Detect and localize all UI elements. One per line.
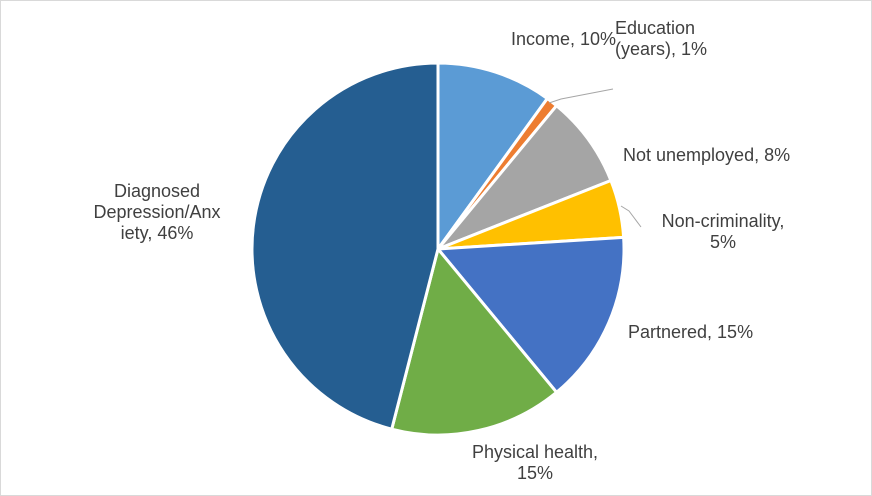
pie-slice	[436, 103, 613, 251]
leader-line	[620, 205, 642, 228]
slice-label-line: Non-criminality,	[662, 211, 785, 231]
slice-label-line: (years), 1%	[615, 39, 707, 59]
slice-label-line: iety, 46%	[121, 223, 194, 243]
slice-data-label: Partnered, 15%	[628, 322, 753, 342]
data-labels: Income, 10%Education (years), 1% Not unemp…	[93, 18, 790, 483]
slice-data-label: Non-criminality, 5%	[662, 211, 785, 252]
slice-label-line: Diagnosed	[114, 181, 200, 201]
slice-label-line: Physical health,	[472, 442, 598, 462]
pie-slice	[436, 61, 550, 254]
slice-data-label: Not unemployed, 8%	[623, 145, 790, 165]
slice-data-label: Education (years), 1%	[615, 18, 707, 59]
slice-label-line: Not unemployed, 8%	[623, 145, 790, 165]
slice-label-line: 15%	[517, 463, 553, 483]
pie-slice	[389, 245, 559, 437]
pie-slice	[250, 61, 440, 431]
slice-data-label: Physical health, 15%	[472, 442, 598, 483]
slice-label-line: Depression/Anx	[93, 202, 220, 222]
slice-label-line: Partnered, 15%	[628, 322, 753, 342]
slice-label-line: Education	[615, 18, 695, 38]
slice-data-label: Income, 10%	[511, 29, 616, 49]
slice-data-label: Diagnosed Depression/Anx iety, 46%	[93, 181, 220, 243]
leader-line	[548, 88, 614, 104]
slice-label-line: Income, 10%	[511, 29, 616, 49]
slice-label-line: 5%	[710, 232, 736, 252]
pie-slice	[434, 235, 626, 395]
leader-lines	[548, 88, 642, 228]
pie-slices	[250, 61, 626, 437]
